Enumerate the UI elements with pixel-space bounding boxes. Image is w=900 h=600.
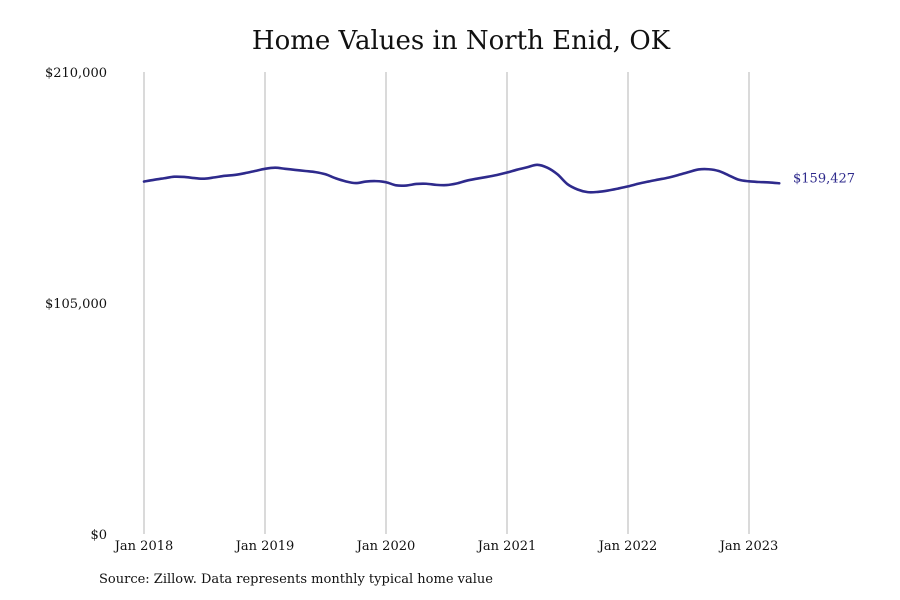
y-tick-label: $105,000 (45, 297, 107, 312)
y-axis-labels: $0 $105,000 $210,000 (45, 66, 107, 543)
x-tick-label: Jan 2018 (113, 539, 174, 554)
x-tick-label: Jan 2023 (718, 539, 779, 554)
x-tick-label: Jan 2019 (234, 539, 295, 554)
source-note: Source: Zillow. Data represents monthly … (99, 572, 493, 587)
x-axis-labels: Jan 2018 Jan 2019 Jan 2020 Jan 2021 Jan 2022… (113, 539, 779, 554)
y-tick-label: $210,000 (45, 66, 107, 81)
grid-layer (143, 72, 750, 534)
series-line (142, 163, 781, 194)
x-tick-label: Jan 2022 (597, 539, 658, 554)
end-value-label: $159,427 (793, 171, 855, 186)
y-tick-label: $0 (90, 528, 107, 543)
chart-title: Home Values in North Enid, OK (251, 26, 671, 56)
x-tick-label: Jan 2021 (476, 539, 537, 554)
x-tick-label: Jan 2020 (355, 539, 416, 554)
series-layer: $159,427 (142, 163, 855, 194)
